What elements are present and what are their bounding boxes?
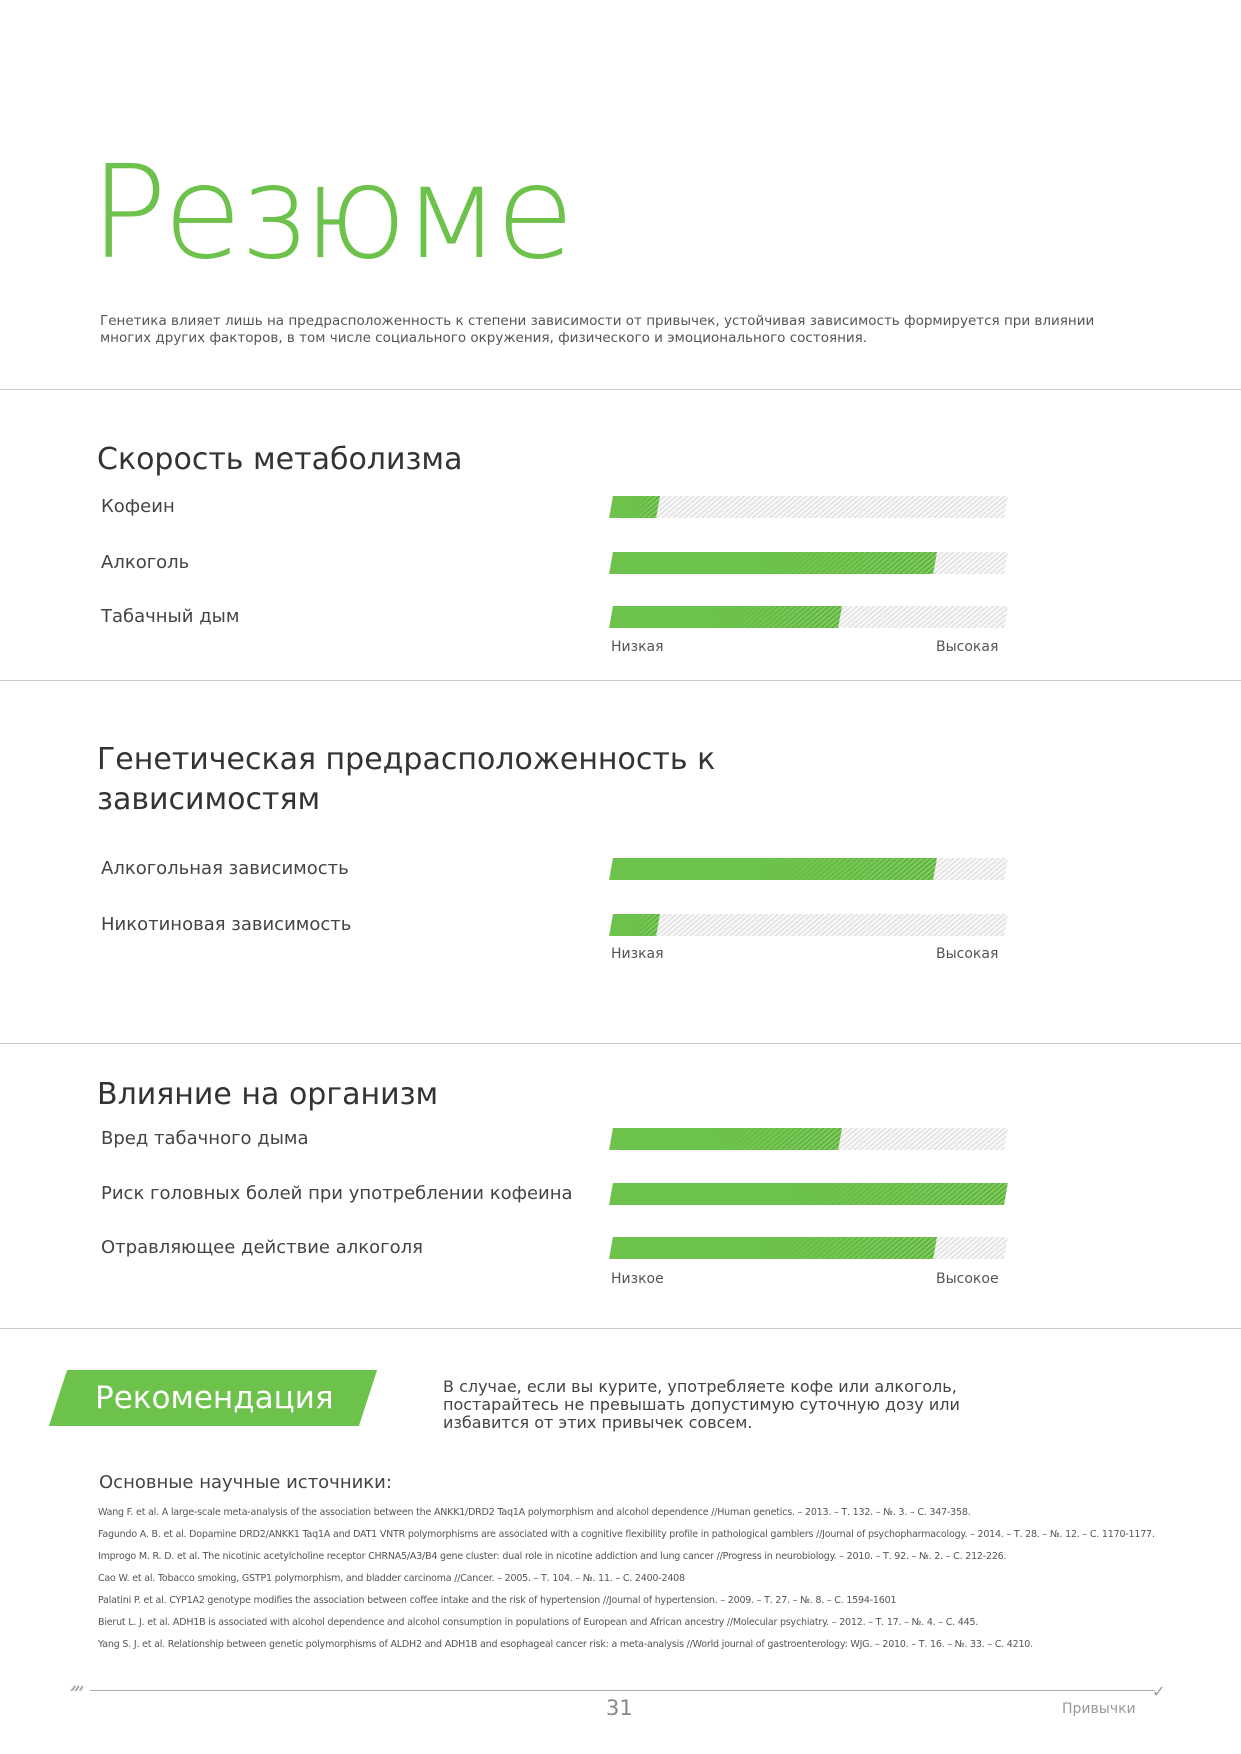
divider bbox=[0, 1328, 1241, 1329]
intro-text: Генетика влияет лишь на предрасположенно… bbox=[100, 313, 1095, 346]
reference-item: Cao W. et al. Tobacco smoking, GSTP1 pol… bbox=[98, 1573, 685, 1584]
level-bar bbox=[609, 552, 1008, 574]
level-bar bbox=[609, 496, 1008, 518]
level-bar bbox=[609, 914, 1008, 936]
level-bar bbox=[609, 1237, 1008, 1259]
row-label: Риск головных болей при употреблении коф… bbox=[101, 1183, 573, 1204]
reference-item: Palatini P. et al. CYP1A2 genotype modif… bbox=[98, 1595, 897, 1606]
level-bar-fill bbox=[609, 496, 661, 518]
row-label: Вред табачного дыма bbox=[101, 1128, 309, 1149]
level-bar bbox=[609, 606, 1008, 628]
divider bbox=[0, 1043, 1241, 1044]
scale-high-label: Высокое bbox=[936, 1271, 999, 1287]
signature-icon: 𝓂 bbox=[70, 1676, 84, 1695]
scale-low-label: Низкая bbox=[611, 639, 664, 655]
reference-item: Bierut L. J. et al. ADH1B is associated … bbox=[98, 1617, 979, 1628]
scale-high-label: Высокая bbox=[936, 639, 999, 655]
divider bbox=[0, 680, 1241, 681]
level-bar bbox=[609, 1128, 1008, 1150]
level-bar-fill bbox=[609, 1128, 843, 1150]
footer-line bbox=[90, 1690, 1155, 1691]
level-bar bbox=[609, 1183, 1008, 1205]
reference-item: Improgo M. R. D. et al. The nicotinic ac… bbox=[98, 1551, 1007, 1562]
scale-high-label: Высокая bbox=[936, 946, 999, 962]
row-label: Кофеин bbox=[101, 496, 175, 517]
reference-item: Fagundo A. B. et al. Dopamine DRD2/ANKK1… bbox=[98, 1529, 1155, 1540]
row-label: Никотиновая зависимость bbox=[101, 914, 352, 935]
level-bar bbox=[609, 858, 1008, 880]
page-title: Резюме bbox=[90, 139, 574, 288]
level-bar-fill bbox=[609, 606, 843, 628]
row-label: Табачный дым bbox=[101, 606, 240, 627]
divider bbox=[0, 389, 1241, 390]
scale-low-label: Низкая bbox=[611, 946, 664, 962]
recommendation-label: Рекомендация bbox=[95, 1380, 334, 1416]
level-bar-fill bbox=[609, 914, 661, 936]
sources-heading: Основные научные источники: bbox=[99, 1472, 392, 1493]
check-icon: ✓ bbox=[1152, 1682, 1166, 1701]
reference-item: Wang F. et al. A large-scale meta-analys… bbox=[98, 1507, 971, 1518]
reference-item: Yang S. J. et al. Relationship between g… bbox=[98, 1639, 1033, 1650]
section-heading: Влияние на организм bbox=[97, 1077, 439, 1112]
page-number: 31 bbox=[606, 1696, 633, 1720]
recommendation-text: В случае, если вы курите, употребляете к… bbox=[443, 1377, 960, 1432]
level-bar-fill bbox=[609, 1183, 1008, 1205]
section-heading: Скорость метаболизма bbox=[97, 442, 463, 477]
level-bar-fill bbox=[609, 858, 937, 880]
section-heading: Генетическая предрасположенность к завис… bbox=[97, 742, 716, 817]
level-bar-fill bbox=[609, 552, 937, 574]
row-label: Отравляющее действие алкоголя bbox=[101, 1237, 423, 1258]
level-bar-fill bbox=[609, 1237, 937, 1259]
scale-low-label: Низкое bbox=[611, 1271, 664, 1287]
section-name: Привычки bbox=[1062, 1701, 1136, 1717]
row-label: Алкоголь bbox=[101, 552, 190, 573]
row-label: Алкогольная зависимость bbox=[101, 858, 349, 879]
